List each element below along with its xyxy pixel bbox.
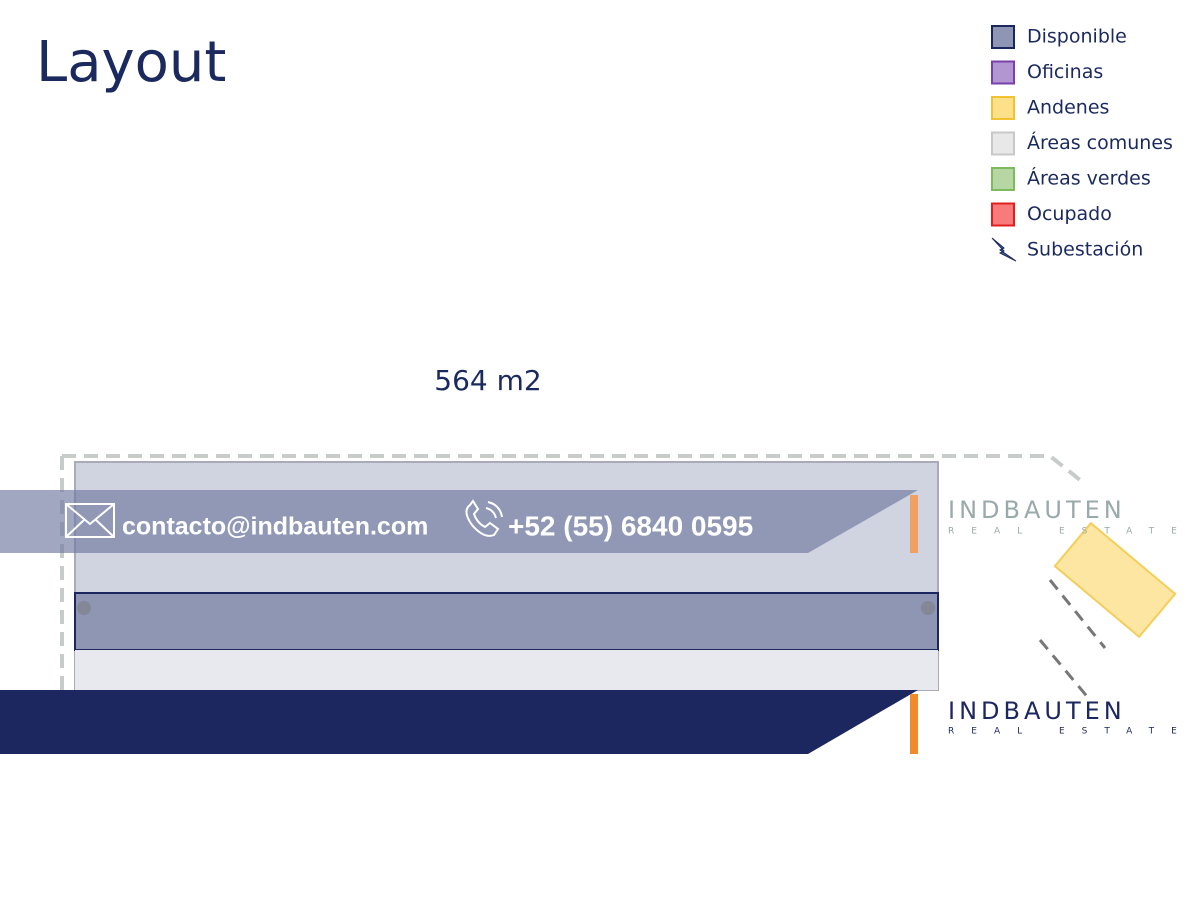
logo-tagline: REAL ESTATE <box>948 727 1194 737</box>
logo-tagline: REAL ESTATE <box>948 527 1194 537</box>
legend: Disponible Oficinas Andenes Áreas comunes Ár… <box>991 25 1173 262</box>
legend-label: Andenes <box>1027 97 1109 119</box>
contact-banner <box>0 490 918 553</box>
footer-banner <box>0 690 918 754</box>
email-icon <box>65 503 115 538</box>
contact-email[interactable]: contacto@indbauten.com <box>122 513 428 541</box>
legend-swatch <box>991 131 1015 156</box>
legend-swatch <box>991 202 1015 227</box>
legend-swatch <box>991 167 1015 191</box>
logo-name: INDBAUTEN <box>948 697 1126 725</box>
legend-label: Oficinas <box>1027 61 1103 83</box>
legend-swatch <box>991 25 1015 49</box>
legend-icon <box>991 237 1017 262</box>
area-label: 564 m2 <box>434 364 541 397</box>
phone-icon <box>465 499 503 537</box>
legend-swatch <box>991 60 1015 85</box>
legend-label: Disponible <box>1027 26 1127 48</box>
legend-label: Áreas comunes <box>1027 131 1173 154</box>
logo-name: INDBAUTEN <box>948 496 1126 524</box>
legend-label: Subestación <box>1027 239 1143 261</box>
contact-phone[interactable]: +52 (55) 6840 0595 <box>508 510 753 541</box>
accent-bar <box>910 495 918 553</box>
legend-swatch <box>991 96 1015 120</box>
legend-label: Áreas verdes <box>1027 167 1151 190</box>
accent-bar <box>910 694 918 754</box>
legend-label: Ocupado <box>1027 203 1112 225</box>
page-title: Layout <box>36 30 226 95</box>
